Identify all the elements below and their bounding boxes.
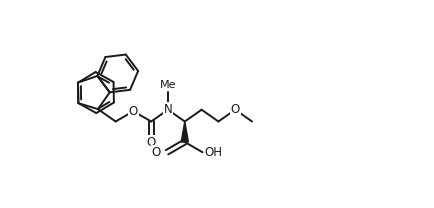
Text: O: O — [151, 146, 161, 159]
Text: O: O — [147, 136, 156, 149]
Text: Me: Me — [160, 80, 176, 90]
Text: OH: OH — [204, 146, 223, 159]
Polygon shape — [181, 121, 188, 142]
Text: O: O — [129, 105, 138, 118]
Text: O: O — [230, 103, 240, 116]
Text: N: N — [164, 103, 172, 116]
